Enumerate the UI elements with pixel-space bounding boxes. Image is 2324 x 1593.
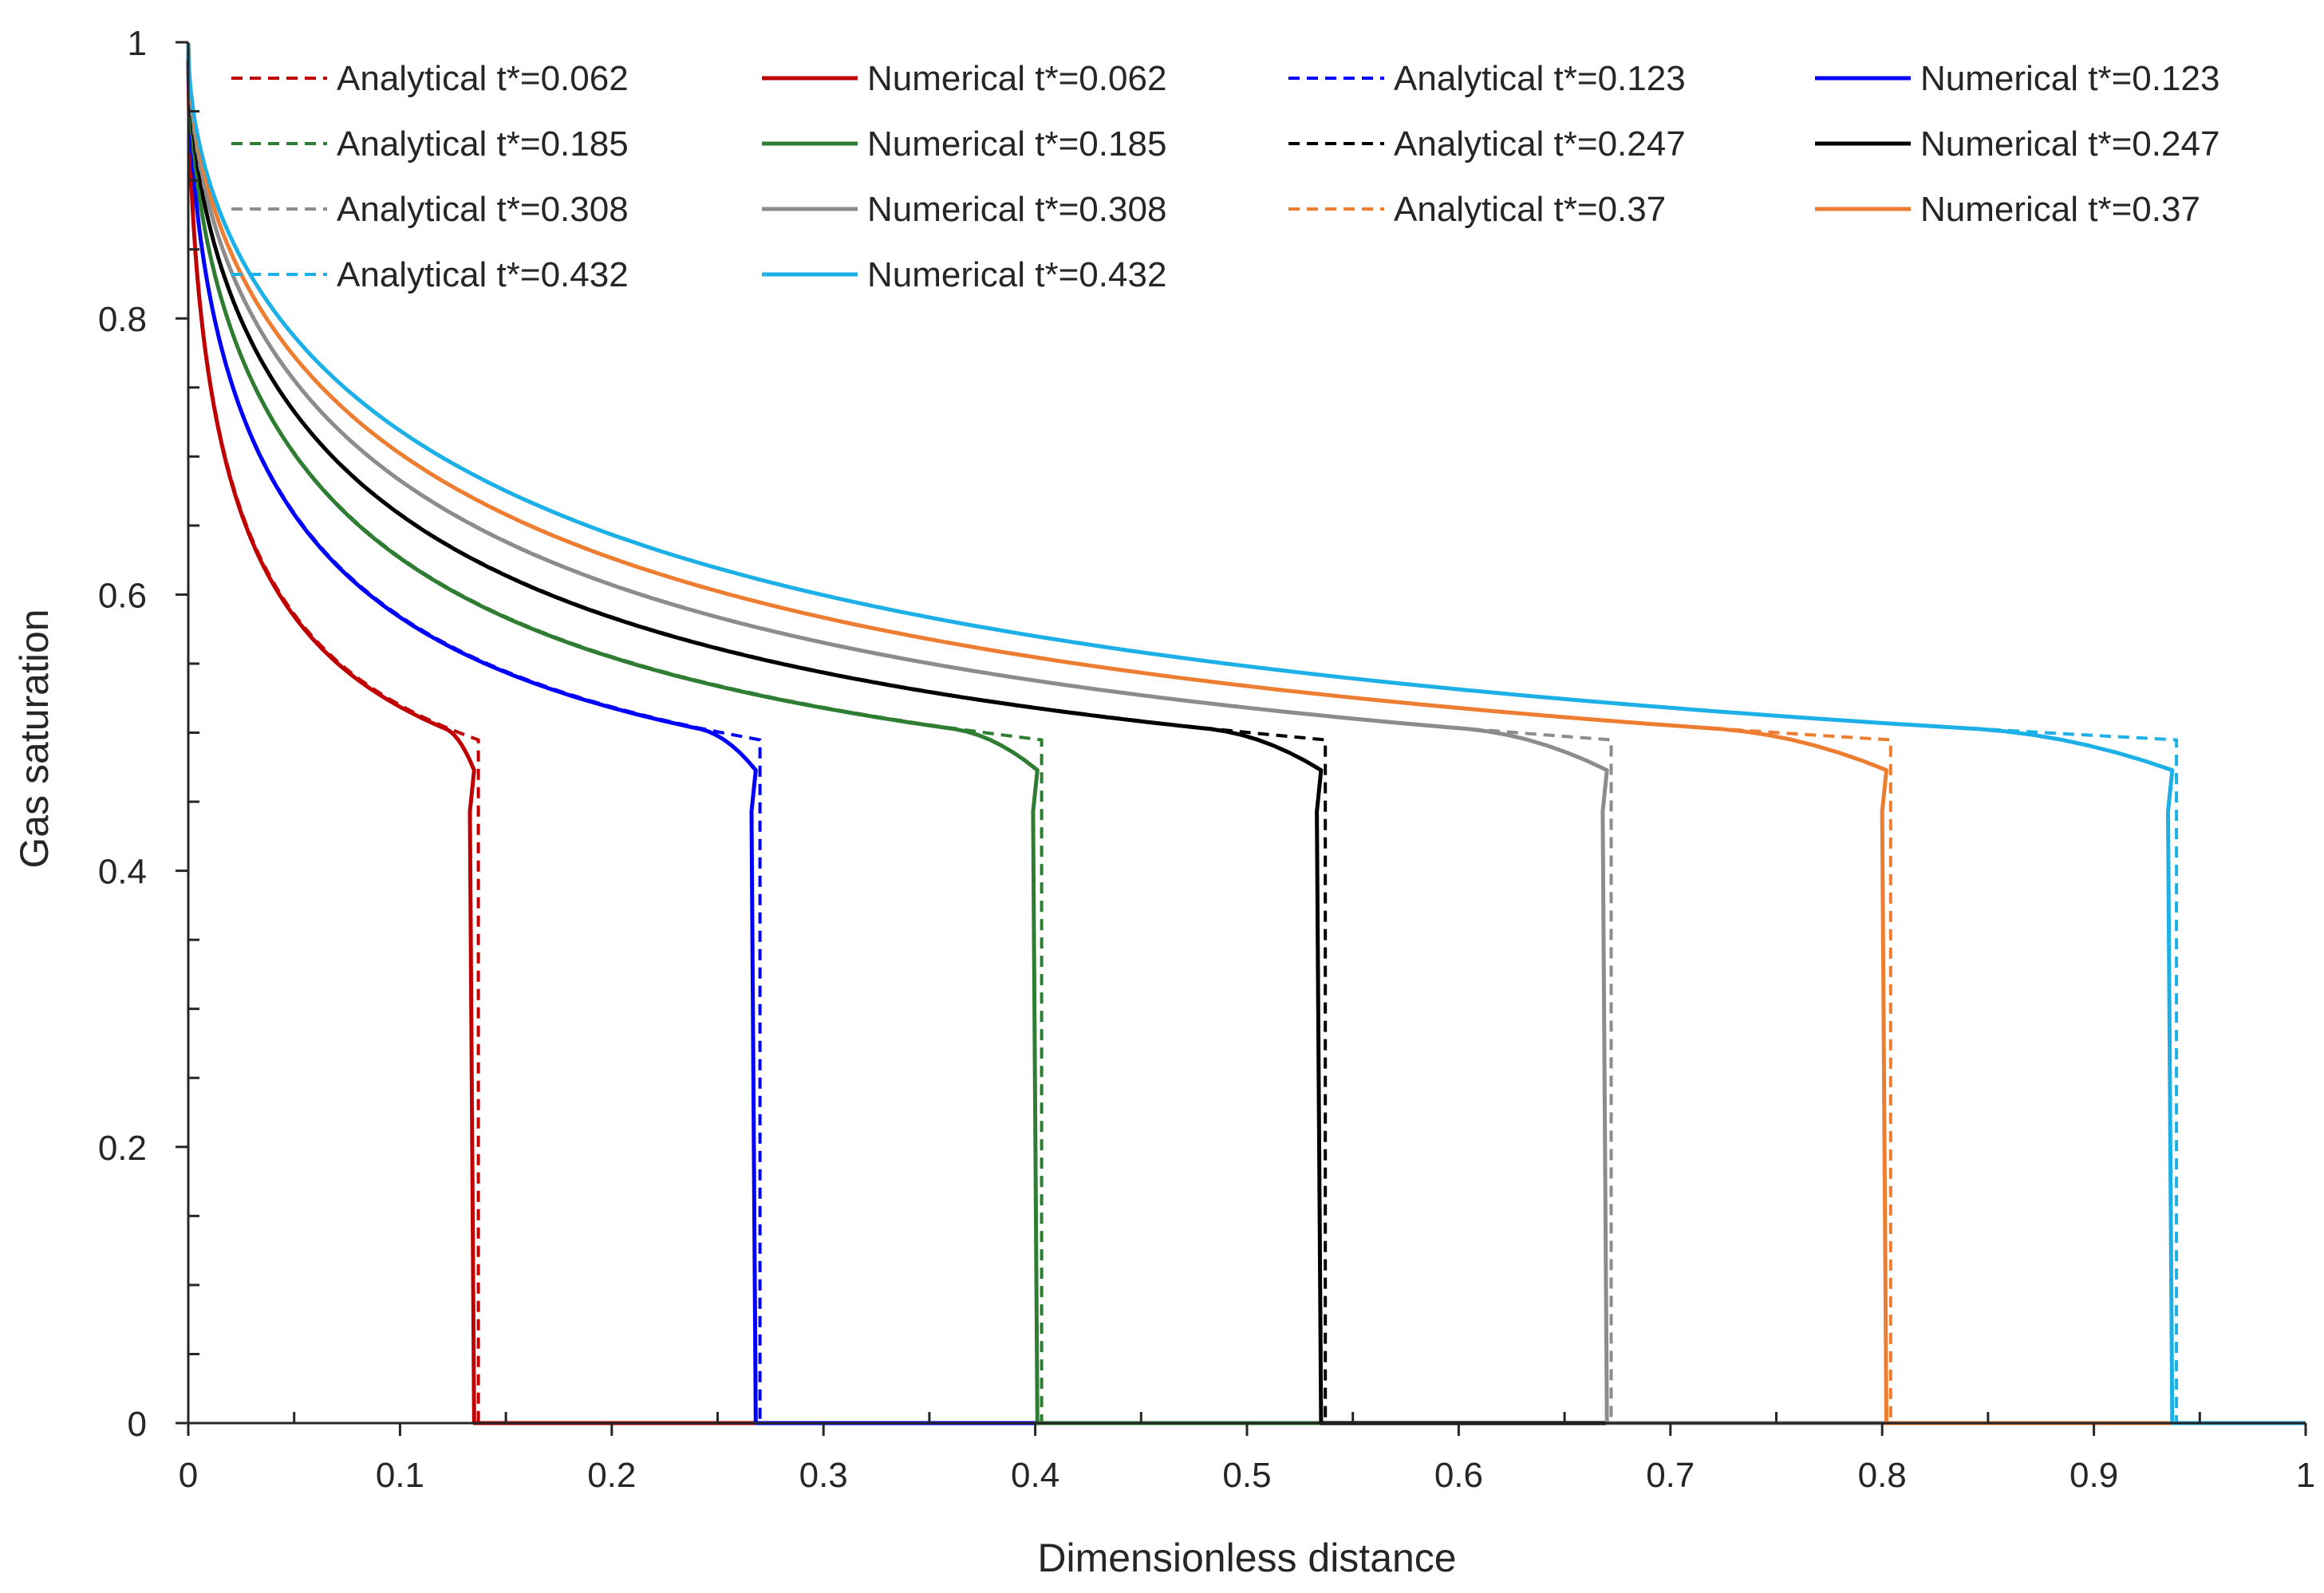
series-line-analytical-t-0-432: [187, 43, 2179, 1423]
y-tick-label: 0.2: [98, 1129, 147, 1168]
x-tick-label: 0.2: [587, 1456, 636, 1495]
x-tick-label: 0.6: [1434, 1456, 1483, 1495]
x-tick-label: 0.9: [2070, 1456, 2118, 1495]
legend-label-numerical-t-0-432: Numerical t*=0.432: [867, 255, 1166, 294]
x-tick-label: 0: [179, 1456, 198, 1495]
y-tick-label: 0.8: [98, 300, 147, 339]
legend-label-analytical-t-0-185: Analytical t*=0.185: [337, 124, 629, 164]
y-tick-label: 1: [128, 24, 147, 63]
x-axis-title: Dimensionless distance: [1037, 1536, 1456, 1580]
legend: Analytical t*=0.062 Numerical t*=0.062 Ana…: [231, 59, 2219, 294]
x-tick-label: 0.4: [1011, 1456, 1059, 1495]
y-tick-label: 0: [128, 1405, 147, 1444]
legend-label-numerical-t-0-308: Numerical t*=0.308: [867, 190, 1166, 229]
axes-layer: 0 0.1 0.2 0.3 0.4 0.5 0.6 0.7 0.8 0.9 1 0 0.2 0.4 0.6 0…: [98, 24, 2315, 1495]
curves-layer: [186, 43, 2306, 1425]
legend-label-analytical-t-0-37: Analytical t*=0.37: [1394, 190, 1666, 229]
y-tick-label: 0.4: [98, 853, 147, 892]
series-line-analytical-t-0-37: [187, 43, 1892, 1423]
legend-label-numerical-t-0-185: Numerical t*=0.185: [867, 124, 1166, 164]
series-line-analytical-t-0-308: [187, 43, 1613, 1423]
x-tick-label: 0.8: [1858, 1456, 1907, 1495]
series-line-analytical-t-0-123: [187, 43, 762, 1423]
series-line-analytical-t-0-247: [187, 43, 1328, 1423]
x-tick-label: 0.5: [1222, 1456, 1271, 1495]
legend-label-analytical-t-0-432: Analytical t*=0.432: [337, 255, 629, 294]
series-line-analytical-t-0-185: [187, 43, 1044, 1423]
legend-label-analytical-t-0-123: Analytical t*=0.123: [1394, 59, 1686, 98]
legend-label-numerical-t-0-247: Numerical t*=0.247: [1920, 124, 2219, 164]
x-tick-label: 0.1: [376, 1456, 424, 1495]
y-tick-label: 0.6: [98, 576, 147, 615]
x-tick-label: 0.3: [799, 1456, 848, 1495]
legend-label-numerical-t-0-123: Numerical t*=0.123: [1920, 59, 2219, 98]
legend-label-analytical-t-0-062: Analytical t*=0.062: [337, 59, 629, 98]
legend-label-numerical-t-0-062: Numerical t*=0.062: [867, 59, 1166, 98]
legend-label-analytical-t-0-308: Analytical t*=0.308: [337, 190, 629, 229]
legend-label-numerical-t-0-37: Numerical t*=0.37: [1920, 190, 2200, 229]
x-tick-label: 0.7: [1646, 1456, 1695, 1495]
x-tick-label: 1: [2296, 1456, 2315, 1495]
series-line-analytical-t-0-062: [187, 43, 480, 1423]
y-axis-title: Gas saturation: [12, 609, 57, 868]
legend-label-analytical-t-0-247: Analytical t*=0.247: [1394, 124, 1686, 164]
